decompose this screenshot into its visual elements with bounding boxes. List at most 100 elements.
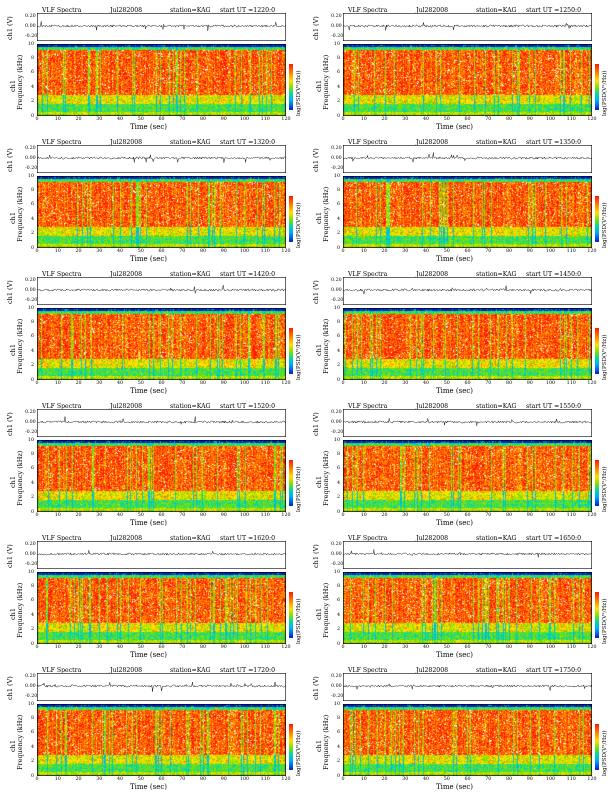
waveform-frame <box>343 13 592 41</box>
panel-title: VLF Spectra <box>348 535 388 542</box>
time-xtick: 10 <box>360 513 367 518</box>
time-xtick: 60 <box>464 645 471 650</box>
time-xtick: 30 <box>402 645 409 650</box>
waveform-ylabel: ch1 (V) <box>312 280 320 304</box>
colorbar <box>289 328 293 374</box>
time-xtick: 100 <box>545 249 556 254</box>
waveform-ytick: 0.20 <box>331 145 342 151</box>
waveform-plot <box>343 409 592 437</box>
frequency-ytick: 2 <box>336 495 340 501</box>
time-xtick: 100 <box>545 381 556 386</box>
waveform-ytick: -0.20 <box>25 33 38 39</box>
frequency-ytick: 6 <box>336 598 340 604</box>
frequency-ytick: 0 <box>30 377 34 383</box>
frequency-ytick: 8 <box>336 319 340 325</box>
waveform-trace <box>37 21 286 32</box>
waveform-trace <box>37 154 286 163</box>
time-xtick: 70 <box>485 513 492 518</box>
panel-date: Jul282008 <box>416 271 449 278</box>
time-xtick: 10 <box>360 117 367 122</box>
time-xtick: 70 <box>179 381 186 386</box>
colorbar-label: log(PSD(V²/Hz)) <box>602 730 608 776</box>
time-xtick: 90 <box>526 381 533 386</box>
time-xtick: 90 <box>220 645 227 650</box>
waveform-ylabel: ch1 (V) <box>6 148 14 172</box>
frequency-ytick: 0 <box>30 245 34 251</box>
colorbar <box>289 724 293 770</box>
panel-station: station=KAG <box>476 667 517 674</box>
colorbar-label: log(PSD(V²/Hz)) <box>602 202 608 248</box>
waveform-ytick: 0.00 <box>331 23 342 29</box>
time-xtick: 70 <box>485 645 492 650</box>
panel-station: station=KAG <box>170 667 211 674</box>
panel-start-time: start UT =1550:0 <box>526 403 582 410</box>
frequency-ytick: 10 <box>333 569 340 575</box>
time-xtick: 0 <box>341 381 345 386</box>
waveform-plot <box>37 541 286 569</box>
waveform-frame <box>37 277 286 305</box>
panel-station: station=KAG <box>170 7 211 14</box>
frequency-ytick: 10 <box>27 701 34 707</box>
time-xtick: 120 <box>587 645 597 650</box>
frequency-ytick: 10 <box>333 701 340 707</box>
time-xtick: 90 <box>220 117 227 122</box>
time-xtick: 120 <box>587 249 597 254</box>
waveform-ytick: 0.00 <box>25 287 36 293</box>
time-xtick: 40 <box>422 381 430 386</box>
waveform-frame <box>37 673 286 701</box>
frequency-ylabel: Frequency (kHz) <box>322 186 330 242</box>
colorbar-label: log(PSD(V²/Hz)) <box>296 730 302 776</box>
colorbar <box>289 460 293 506</box>
waveform-plot <box>343 541 592 569</box>
waveform-frame <box>343 409 592 437</box>
time-xtick: 90 <box>220 381 227 386</box>
waveform-frame <box>343 673 592 701</box>
frequency-ytick: 6 <box>336 730 340 736</box>
time-xtick: 110 <box>260 645 270 650</box>
waveform-ylabel: ch1 (V) <box>6 544 14 568</box>
time-xtick: 30 <box>96 513 103 518</box>
colorbar <box>595 460 599 506</box>
panel-station: station=KAG <box>476 271 517 278</box>
time-xtick: 10 <box>360 645 367 650</box>
panel-title: VLF Spectra <box>42 667 82 674</box>
waveform-ytick: 0.20 <box>331 541 342 547</box>
waveform-frame <box>37 541 286 569</box>
frequency-ytick: 10 <box>27 173 34 179</box>
frequency-ytick: 2 <box>30 99 34 105</box>
time-xtick: 20 <box>381 645 388 650</box>
panel-date: Jul282008 <box>416 139 449 146</box>
time-xtick: 120 <box>587 513 597 518</box>
time-xtick: 110 <box>260 777 270 782</box>
time-xtick: 60 <box>464 777 471 782</box>
time-xlabel: Time (sec) <box>436 387 474 395</box>
time-xtick: 100 <box>239 117 250 122</box>
waveform-trace <box>343 22 592 31</box>
time-xtick: 10 <box>54 645 61 650</box>
waveform-plot <box>343 277 592 305</box>
frequency-ytick: 8 <box>336 55 340 61</box>
frequency-ytick: 0 <box>336 641 340 647</box>
time-xtick: 30 <box>402 117 409 122</box>
colorbar <box>595 64 599 110</box>
time-xtick: 10 <box>360 249 367 254</box>
panel-title: VLF Spectra <box>42 139 82 146</box>
time-xtick: 20 <box>75 117 82 122</box>
waveform-ytick: 0.20 <box>331 13 342 19</box>
colorbar-label: log(PSD(V²/Hz)) <box>296 202 302 248</box>
time-xtick: 30 <box>402 381 409 386</box>
waveform-ytick: 0.20 <box>331 277 342 283</box>
frequency-ytick: 10 <box>333 305 340 311</box>
time-xtick: 60 <box>464 381 471 386</box>
spectrum-panel: VLF Spectra Jul282008 station=KAG start … <box>0 396 306 527</box>
time-xtick: 80 <box>199 249 207 254</box>
panel-start-time: start UT =1650:0 <box>526 535 582 542</box>
time-xtick: 120 <box>587 777 597 782</box>
colorbar <box>595 196 599 242</box>
frequency-ylabel: Frequency (kHz) <box>16 54 24 110</box>
frequency-ytick: 0 <box>30 641 34 647</box>
time-xtick: 0 <box>35 513 39 518</box>
panel-start-time: start UT =1250:0 <box>526 7 582 14</box>
frequency-ytick: 10 <box>27 305 34 311</box>
time-xtick: 50 <box>443 513 450 518</box>
